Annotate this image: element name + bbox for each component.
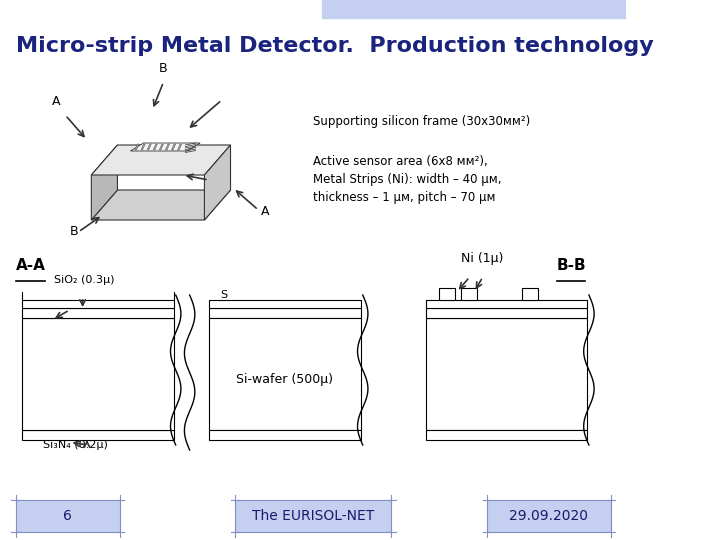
Text: S: S	[220, 290, 228, 300]
Text: The EURISOL-NET: The EURISOL-NET	[252, 509, 374, 523]
Polygon shape	[91, 145, 230, 175]
Bar	[22, 430, 174, 440]
Polygon shape	[171, 144, 176, 150]
Text: SiO₂ (0.3μ): SiO₂ (0.3μ)	[54, 275, 114, 285]
Text: A-A: A-A	[16, 258, 45, 273]
Bar	[16, 500, 120, 532]
Bar	[322, 0, 626, 18]
Bar	[209, 318, 361, 430]
Polygon shape	[177, 144, 182, 150]
Polygon shape	[91, 190, 230, 220]
Bar	[461, 288, 477, 300]
Text: A: A	[261, 205, 269, 218]
Text: B-B: B-B	[557, 258, 586, 273]
Bar	[22, 318, 174, 430]
Text: A: A	[52, 95, 60, 108]
Bar	[426, 308, 587, 318]
Bar	[22, 308, 174, 318]
Text: Si₃N₄ (0.2μ): Si₃N₄ (0.2μ)	[43, 440, 109, 450]
Text: 6: 6	[63, 509, 72, 523]
Text: Ni (1μ): Ni (1μ)	[461, 252, 503, 265]
Bar	[209, 300, 361, 308]
Text: Si-wafer (500μ): Si-wafer (500μ)	[236, 374, 333, 387]
Polygon shape	[147, 144, 151, 150]
Bar	[426, 318, 587, 430]
Text: Supporting silicon frame (30x30мм²): Supporting silicon frame (30x30мм²)	[313, 115, 531, 128]
Polygon shape	[153, 144, 158, 150]
Bar	[209, 430, 361, 440]
Bar	[487, 500, 611, 532]
Bar	[209, 308, 361, 318]
Text: 29.09.2020: 29.09.2020	[509, 509, 588, 523]
Bar	[439, 288, 455, 300]
Polygon shape	[166, 144, 170, 150]
Text: B: B	[70, 225, 78, 238]
Text: Active sensor area (6x8 мм²),
Metal Strips (Ni): width – 40 μм,
thickness – 1 μм: Active sensor area (6x8 мм²), Metal Stri…	[313, 155, 502, 204]
Polygon shape	[130, 143, 200, 151]
Bar	[426, 300, 587, 308]
Polygon shape	[135, 144, 139, 150]
Bar	[235, 500, 392, 532]
Polygon shape	[141, 144, 145, 150]
Polygon shape	[159, 144, 163, 150]
Bar	[22, 300, 174, 308]
Text: Micro-strip Metal Detector.  Production technology: Micro-strip Metal Detector. Production t…	[16, 36, 654, 56]
Text: B: B	[159, 62, 168, 75]
Polygon shape	[91, 145, 117, 220]
Bar	[426, 430, 587, 440]
Bar	[522, 288, 538, 300]
Polygon shape	[204, 145, 230, 220]
